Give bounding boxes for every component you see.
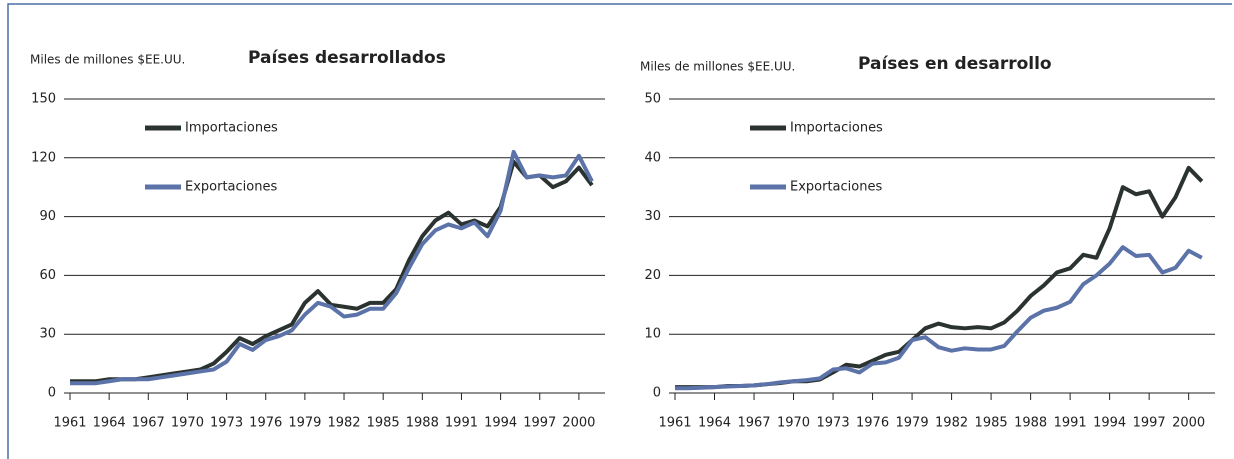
x-tick-label: 1973 — [210, 416, 243, 431]
y-tick-label: 50 — [644, 92, 661, 107]
y-tick-label: 150 — [31, 92, 56, 107]
y-tick-label: 120 — [31, 150, 56, 165]
y-tick-label: 60 — [39, 268, 56, 283]
y-tick-label: 20 — [644, 268, 661, 283]
x-tick-label: 2000 — [1172, 416, 1205, 431]
series-line — [70, 149, 594, 386]
series-line — [675, 165, 1204, 390]
x-tick-label: 1964 — [93, 416, 126, 431]
x-tick-label: 1988 — [406, 416, 439, 431]
x-tick-label: 1970 — [777, 416, 810, 431]
y-axis-label: Miles de millones $EE.UU. — [640, 60, 795, 74]
x-tick-label: 1976 — [856, 416, 889, 431]
frame — [7, 3, 1232, 459]
y-tick-label: 0 — [653, 386, 661, 401]
y-tick-label: 30 — [644, 209, 661, 224]
series-line — [70, 159, 594, 384]
legend-label: Exportaciones — [185, 180, 277, 195]
chart-title: Países en desarrollo — [858, 54, 1052, 74]
x-tick-label: 1979 — [896, 416, 929, 431]
x-tick-label: 1991 — [445, 416, 478, 431]
x-tick-label: 1991 — [1054, 416, 1087, 431]
x-tick-label: 1997 — [1133, 416, 1166, 431]
x-tick-label: 1961 — [53, 416, 86, 431]
chart-title: Países desarrollados — [248, 48, 446, 68]
series-line — [675, 245, 1203, 391]
y-tick-label: 0 — [48, 386, 56, 401]
legend-label: Importaciones — [185, 121, 278, 136]
legend-label: Importaciones — [790, 121, 883, 136]
x-tick-label: 1979 — [288, 416, 321, 431]
legend-label: Exportaciones — [790, 180, 882, 195]
x-tick-label: 1967 — [132, 416, 165, 431]
x-tick-label: 1994 — [484, 416, 517, 431]
x-tick-label: 1997 — [523, 416, 556, 431]
y-tick-label: 30 — [39, 327, 56, 342]
x-tick-label: 1988 — [1014, 416, 1047, 431]
y-tick-label: 90 — [39, 209, 56, 224]
y-tick-label: 40 — [644, 150, 661, 165]
y-tick-label: 10 — [644, 327, 661, 342]
x-tick-label: 1973 — [817, 416, 850, 431]
x-tick-label: 1976 — [249, 416, 282, 431]
x-tick-label: 1985 — [975, 416, 1008, 431]
y-axis-label: Miles de millones $EE.UU. — [30, 53, 185, 67]
x-tick-label: 1982 — [935, 416, 968, 431]
x-tick-label: 1967 — [737, 416, 770, 431]
x-tick-label: 1961 — [658, 416, 691, 431]
x-tick-label: 1982 — [327, 416, 360, 431]
x-tick-label: 1964 — [698, 416, 731, 431]
x-tick-label: 2000 — [562, 416, 595, 431]
x-tick-label: 1970 — [171, 416, 204, 431]
x-tick-label: 1994 — [1093, 416, 1126, 431]
x-tick-label: 1985 — [367, 416, 400, 431]
